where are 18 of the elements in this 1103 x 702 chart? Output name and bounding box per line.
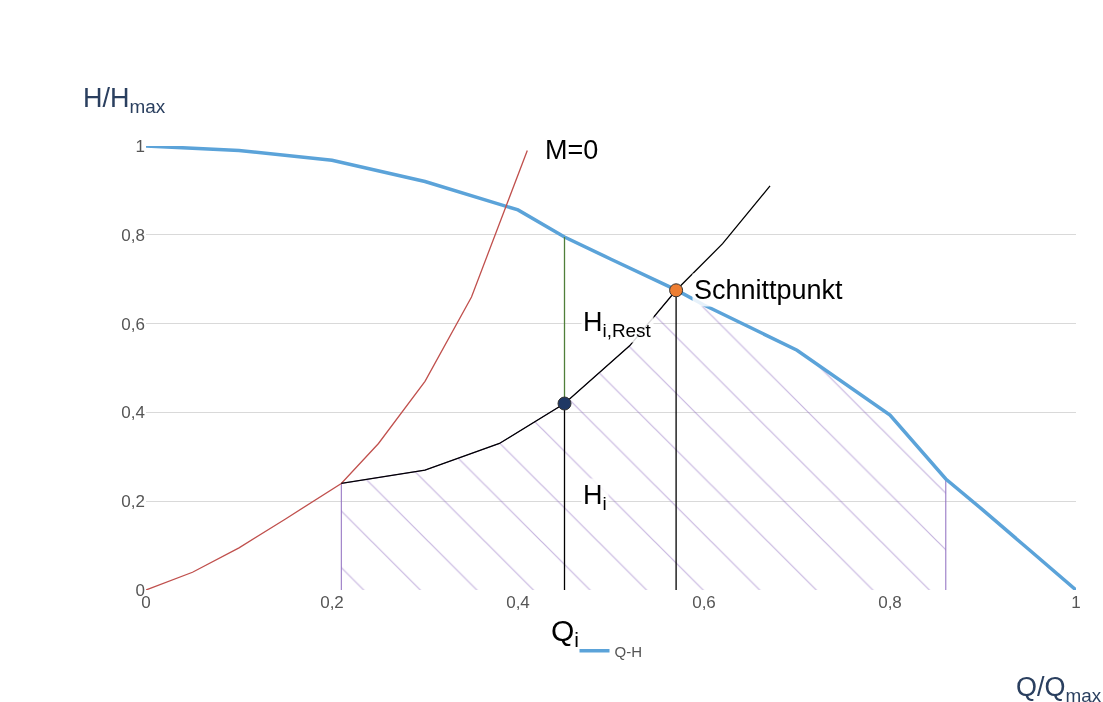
- x-tick-label: 0,6: [692, 593, 716, 612]
- y-tick-label: 1: [135, 136, 145, 156]
- legend-label: Q-H: [614, 642, 642, 660]
- y-tick-label: 0,4: [121, 403, 145, 423]
- y-tick-label: 0,2: [121, 492, 145, 512]
- y-axis-title: H/H$_{max}$: [83, 83, 166, 117]
- x-axis-title: Q/Q$_{max}$: [1016, 672, 1102, 702]
- annotation: Q$_{i}$: [551, 614, 580, 652]
- x-tick-label: 1: [1071, 593, 1081, 612]
- y-tick-label: 0,6: [121, 314, 145, 334]
- x-tick-label: 0,4: [506, 593, 530, 612]
- annotation: H$_{i,Rest}$: [583, 307, 652, 341]
- annotation: Schnittpunkt: [694, 275, 844, 305]
- annotation: M=0: [545, 135, 599, 165]
- y-tick-label: 0,8: [121, 225, 145, 245]
- x-tick-label: 0,8: [878, 593, 902, 612]
- x-tick-label: 0,2: [320, 593, 344, 612]
- annotation: H$_{i}$: [583, 480, 607, 514]
